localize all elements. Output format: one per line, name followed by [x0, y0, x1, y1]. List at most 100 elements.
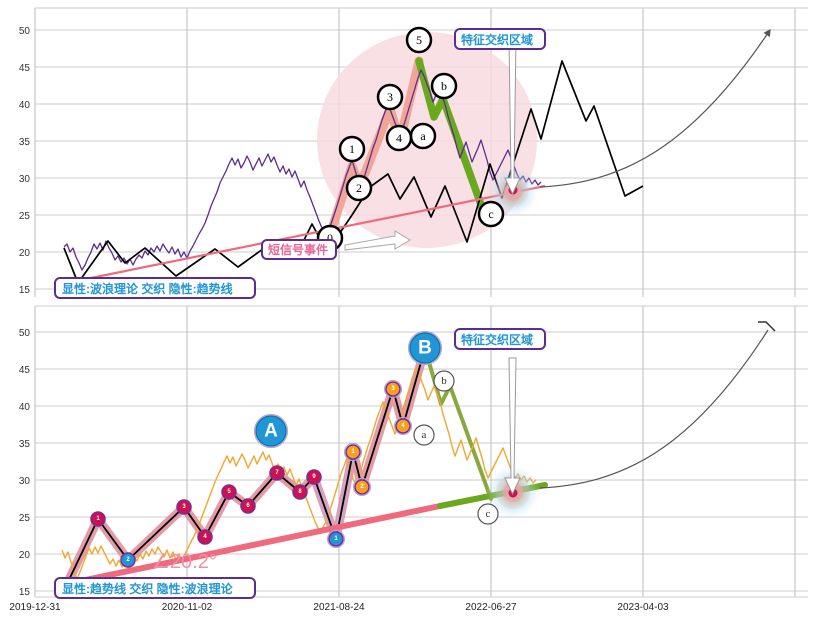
pivot-marker: 4 — [197, 529, 213, 545]
pivot-label: 2 — [360, 484, 364, 490]
y-tick-35: 35 — [19, 137, 31, 148]
trendline-bottom — [63, 503, 443, 587]
wave-label-5: 5 — [405, 26, 433, 54]
bottom-y-axis: 50 45 40 35 30 25 20 15 — [19, 328, 31, 598]
top-chart-svg: 50 45 40 35 30 25 20 15 — [19, 7, 808, 299]
wave-label-a-text-bottom: a — [422, 429, 427, 441]
wave-label-3: 3 — [376, 83, 404, 111]
x-tick-3: 2022-06-27 — [465, 602, 517, 613]
pivot-marker: 4 — [393, 416, 413, 436]
wave-label-a-text: a — [420, 129, 426, 143]
pivot-marker: 5 — [221, 484, 237, 500]
x-tick-0: 2019-12-31 — [9, 602, 61, 613]
wave-label-a-bottom: a — [413, 424, 435, 446]
target-pointer-arrow-bottom — [504, 357, 521, 496]
x-tick-2: 2021-08-24 — [313, 602, 365, 613]
top-legend-text: 显性:波浪理论 交织 隐性:趋势线 — [62, 281, 233, 296]
wave-label-1-text: 1 — [349, 142, 355, 156]
bottom-chart-panel: 50 45 40 35 30 25 20 15 — [0, 300, 813, 617]
pivot-label: 1 — [334, 536, 338, 542]
pivot-marker: 2 — [120, 552, 136, 568]
y-tick-25: 25 — [19, 211, 31, 222]
pivot-label: 1 — [351, 449, 355, 455]
corrective-band-bottom — [423, 346, 493, 501]
wave-label-2: 2 — [345, 174, 373, 202]
wave-label-3-text: 3 — [387, 90, 393, 104]
bottom-legend[interactable]: 显性:趋势线 交织 隐性:波浪理论 — [54, 577, 256, 599]
top-chart-panel: 50 45 40 35 30 25 20 15 — [0, 0, 813, 300]
forecast-curve-bottom — [539, 329, 769, 489]
wave-label-c: c — [477, 200, 505, 228]
y-tick-50: 50 — [19, 26, 31, 37]
y-tick-20-b: 20 — [19, 550, 31, 561]
price-line-top — [63, 69, 542, 271]
pivot-markers-bottom: 1 2 3 4 5 6 7 8 9 1 1 2 3 4 — [90, 379, 413, 568]
wave-label-A: A — [253, 413, 289, 449]
pivot-marker: 3 — [383, 379, 403, 399]
pivot-label: 3 — [391, 386, 395, 392]
pivot-marker: 9 — [306, 469, 322, 485]
wave-label-B-text: B — [418, 338, 432, 359]
short-signal-event-text: 短信号事件 — [268, 242, 328, 257]
wave-label-b-text-bottom: b — [441, 375, 447, 387]
y-tick-25-b: 25 — [19, 513, 31, 524]
pivot-label: 4 — [203, 534, 207, 540]
pivot-marker: 6 — [240, 498, 256, 514]
pivot-label: 9 — [312, 474, 316, 480]
wave-label-a: a — [409, 122, 437, 150]
y-tick-45: 45 — [19, 63, 31, 74]
pivot-marker: 7 — [269, 465, 285, 481]
wave-label-c-text: c — [488, 207, 493, 221]
corrective-band-top — [415, 57, 488, 217]
wave-label-4: 4 — [385, 124, 413, 152]
target-pointer-arrow-top — [504, 37, 521, 196]
wave-label-A-text: A — [264, 421, 278, 442]
angle-label: ∠20.2° — [152, 551, 217, 573]
zigzag-line-bottom — [65, 347, 426, 587]
wave-label-4-text: 4 — [396, 131, 402, 145]
short-signal-arrow — [344, 230, 411, 251]
forecast-curve-top — [539, 29, 771, 188]
pivot-label: 2 — [126, 557, 130, 563]
wave-label-c-text-bottom: c — [486, 508, 491, 520]
pivot-marker: 2 — [352, 477, 372, 497]
wave-label-2-text: 2 — [356, 181, 362, 195]
wave-label-b: b — [430, 72, 458, 100]
pivot-label: 1 — [96, 516, 100, 522]
zigzag-line-top — [63, 60, 644, 284]
pivot-marker: 3 — [176, 499, 192, 515]
y-tick-35-b: 35 — [19, 439, 31, 450]
y-tick-20: 20 — [19, 248, 31, 259]
pivot-marker: 1 — [90, 511, 106, 527]
forecast-end-bracket — [758, 321, 776, 332]
wave-label-1: 1 — [338, 135, 366, 163]
feature-zone-text-bottom: 特征交织区域 — [461, 332, 533, 347]
feature-zone-annotation-top[interactable]: 特征交织区域 — [454, 28, 546, 50]
pivot-label: 3 — [182, 504, 186, 510]
y-tick-30: 30 — [19, 174, 31, 185]
pivot-label: 8 — [298, 489, 302, 495]
bottom-legend-text: 显性:趋势线 交织 隐性:波浪理论 — [62, 581, 234, 596]
y-tick-40-b: 40 — [19, 402, 31, 413]
pivot-label: 5 — [227, 489, 231, 495]
wave-label-b-bottom: b — [433, 370, 455, 392]
feature-zone-annotation-bottom[interactable]: 特征交织区域 — [454, 328, 546, 350]
trendline-top — [65, 184, 546, 285]
x-axis: 2019-12-31 2020-11-02 2021-08-24 2022-06… — [9, 602, 669, 613]
y-tick-40: 40 — [19, 100, 31, 111]
pivot-marker: 1 — [343, 442, 363, 462]
wave-label-B: B — [407, 330, 443, 366]
bottom-chart-svg: 50 45 40 35 30 25 20 15 — [9, 305, 808, 613]
y-tick-15: 15 — [19, 285, 31, 296]
top-y-axis: 50 45 40 35 30 25 20 15 — [19, 26, 31, 296]
pivot-label: 6 — [246, 503, 250, 509]
x-tick-4: 2023-04-03 — [617, 602, 669, 613]
top-legend[interactable]: 显性:波浪理论 交织 隐性:趋势线 — [54, 277, 256, 299]
pivot-label: 7 — [275, 470, 279, 476]
wave-label-5-text: 5 — [416, 33, 422, 47]
x-tick-1: 2020-11-02 — [162, 602, 213, 613]
pivot-marker: 8 — [292, 484, 308, 500]
short-signal-event-annotation[interactable]: 短信号事件 — [261, 239, 337, 260]
wave-label-b-text: b — [441, 79, 447, 93]
